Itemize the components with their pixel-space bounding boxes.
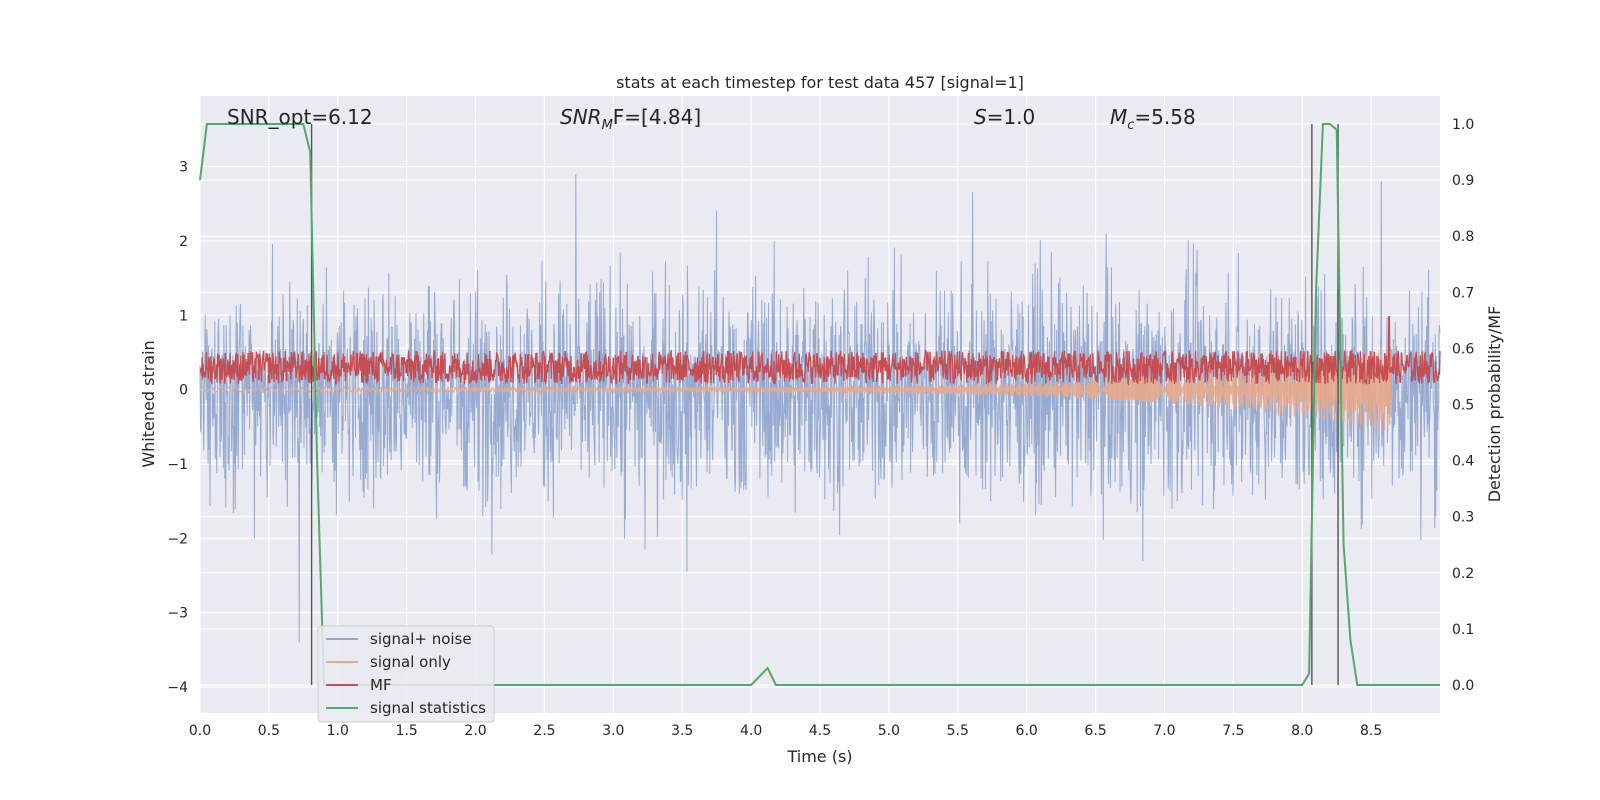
x-tick-label: 4.0 bbox=[740, 723, 762, 739]
annotation-mc-rest: =5.58 bbox=[1134, 105, 1195, 129]
series-signal-statistics-line bbox=[199, 123, 1440, 686]
annotation-s-rest: =1.0 bbox=[987, 105, 1036, 129]
x-tick-label: 8.5 bbox=[1360, 723, 1382, 739]
x-tick-label: 3.5 bbox=[671, 723, 693, 739]
y-left-tick-label: −3 bbox=[167, 606, 188, 622]
annotation-snr-mf-sub: M bbox=[602, 118, 613, 133]
annotation-s: S=1.0 bbox=[974, 105, 1035, 129]
y-right-tick-label: 0.9 bbox=[1452, 173, 1474, 189]
y-right-tick-label: 0.6 bbox=[1452, 341, 1474, 357]
x-tick-label: 7.0 bbox=[1153, 723, 1175, 739]
x-tick-label: 2.5 bbox=[533, 723, 555, 739]
y-right-tick-label: 0.3 bbox=[1452, 510, 1474, 526]
series-mf bbox=[199, 316, 1441, 386]
annotation-mc-base: M bbox=[1110, 105, 1127, 129]
x-tick-label: 8.0 bbox=[1291, 723, 1313, 739]
x-tick-label: 0.0 bbox=[189, 723, 211, 739]
x-tick-labels: 0.0 0.5 1.0 1.5 2.0 2.5 3.0 3.5 4.0 4.5 5.0 5.5 6.0 6… bbox=[189, 723, 1382, 739]
annotation-snr-opt: SNR_opt=6.12 bbox=[227, 105, 373, 129]
series-signal-statistics bbox=[199, 123, 1440, 686]
x-tick-label: 4.5 bbox=[809, 723, 831, 739]
y-right-tick-label: 0.0 bbox=[1452, 678, 1474, 694]
annotation-s-base: S bbox=[974, 105, 987, 129]
annotation-snr-mf: SNRMF=[4.84] bbox=[560, 105, 701, 133]
y-left-tick-label: 1 bbox=[179, 308, 188, 324]
x-tick-label: 5.5 bbox=[947, 723, 969, 739]
x-axis-label: Time (s) bbox=[786, 747, 852, 766]
x-tick-label: 3.0 bbox=[602, 723, 624, 739]
y-right-tick-labels: 0.0 0.1 0.2 0.3 0.4 0.5 0.6 0.7 0.8 0.9 1.0 bbox=[1452, 117, 1474, 694]
chart-title: stats at each timestep for test data 457… bbox=[616, 73, 1024, 92]
y-left-tick-label: 2 bbox=[179, 234, 188, 250]
annotation-mc: Mc=5.58 bbox=[1110, 105, 1196, 133]
annotation-snr-mf-rest: F=[4.84] bbox=[613, 105, 701, 129]
x-tick-label: 1.5 bbox=[396, 723, 418, 739]
series-signal-noise bbox=[199, 174, 1441, 643]
y-right-tick-label: 0.1 bbox=[1452, 622, 1474, 638]
x-tick-label: 0.5 bbox=[258, 723, 280, 739]
y-left-tick-label: −2 bbox=[167, 531, 188, 547]
y-right-tick-label: 0.2 bbox=[1452, 566, 1474, 582]
y-right-tick-label: 0.5 bbox=[1452, 398, 1474, 414]
y-right-tick-label: 0.4 bbox=[1452, 454, 1474, 470]
y-right-tick-label: 0.7 bbox=[1452, 285, 1474, 301]
y-left-tick-label: 0 bbox=[179, 383, 188, 399]
legend-label-signal-only: signal only bbox=[370, 653, 451, 671]
x-tick-label: 7.5 bbox=[1222, 723, 1244, 739]
x-tick-label: 5.0 bbox=[878, 723, 900, 739]
x-tick-label: 2.0 bbox=[464, 723, 486, 739]
y-left-tick-label: −1 bbox=[167, 457, 188, 473]
y-axis-label-right: Detection probability/MF bbox=[1485, 306, 1504, 503]
x-tick-label: 6.0 bbox=[1016, 723, 1038, 739]
y-axis-label-left: Whitened strain bbox=[139, 340, 158, 467]
y-right-tick-label: 1.0 bbox=[1452, 117, 1474, 133]
annotation-snr-mf-base: SNR bbox=[560, 105, 602, 129]
plot-area bbox=[199, 174, 1441, 643]
legend: signal+ noise signal only MF signal stat… bbox=[317, 625, 495, 723]
x-tick-label: 6.5 bbox=[1084, 723, 1106, 739]
legend-label-signal-statistics: signal statistics bbox=[370, 699, 486, 717]
y-left-tick-label: −4 bbox=[167, 680, 188, 696]
legend-label-signal-noise: signal+ noise bbox=[370, 630, 472, 648]
legend-label-mf: MF bbox=[370, 676, 392, 694]
annotation-mc-sub: c bbox=[1127, 118, 1134, 133]
annotations: SNR_opt=6.12 SNRMF=[4.84] S=1.0 Mc=5.58 bbox=[227, 105, 1196, 133]
x-tick-label: 1.0 bbox=[327, 723, 349, 739]
legend-box bbox=[317, 625, 495, 723]
y-right-tick-label: 0.8 bbox=[1452, 229, 1474, 245]
y-left-tick-label: 3 bbox=[179, 160, 188, 176]
y-left-tick-labels: −4 −3 −2 −1 0 1 2 3 bbox=[167, 160, 188, 696]
